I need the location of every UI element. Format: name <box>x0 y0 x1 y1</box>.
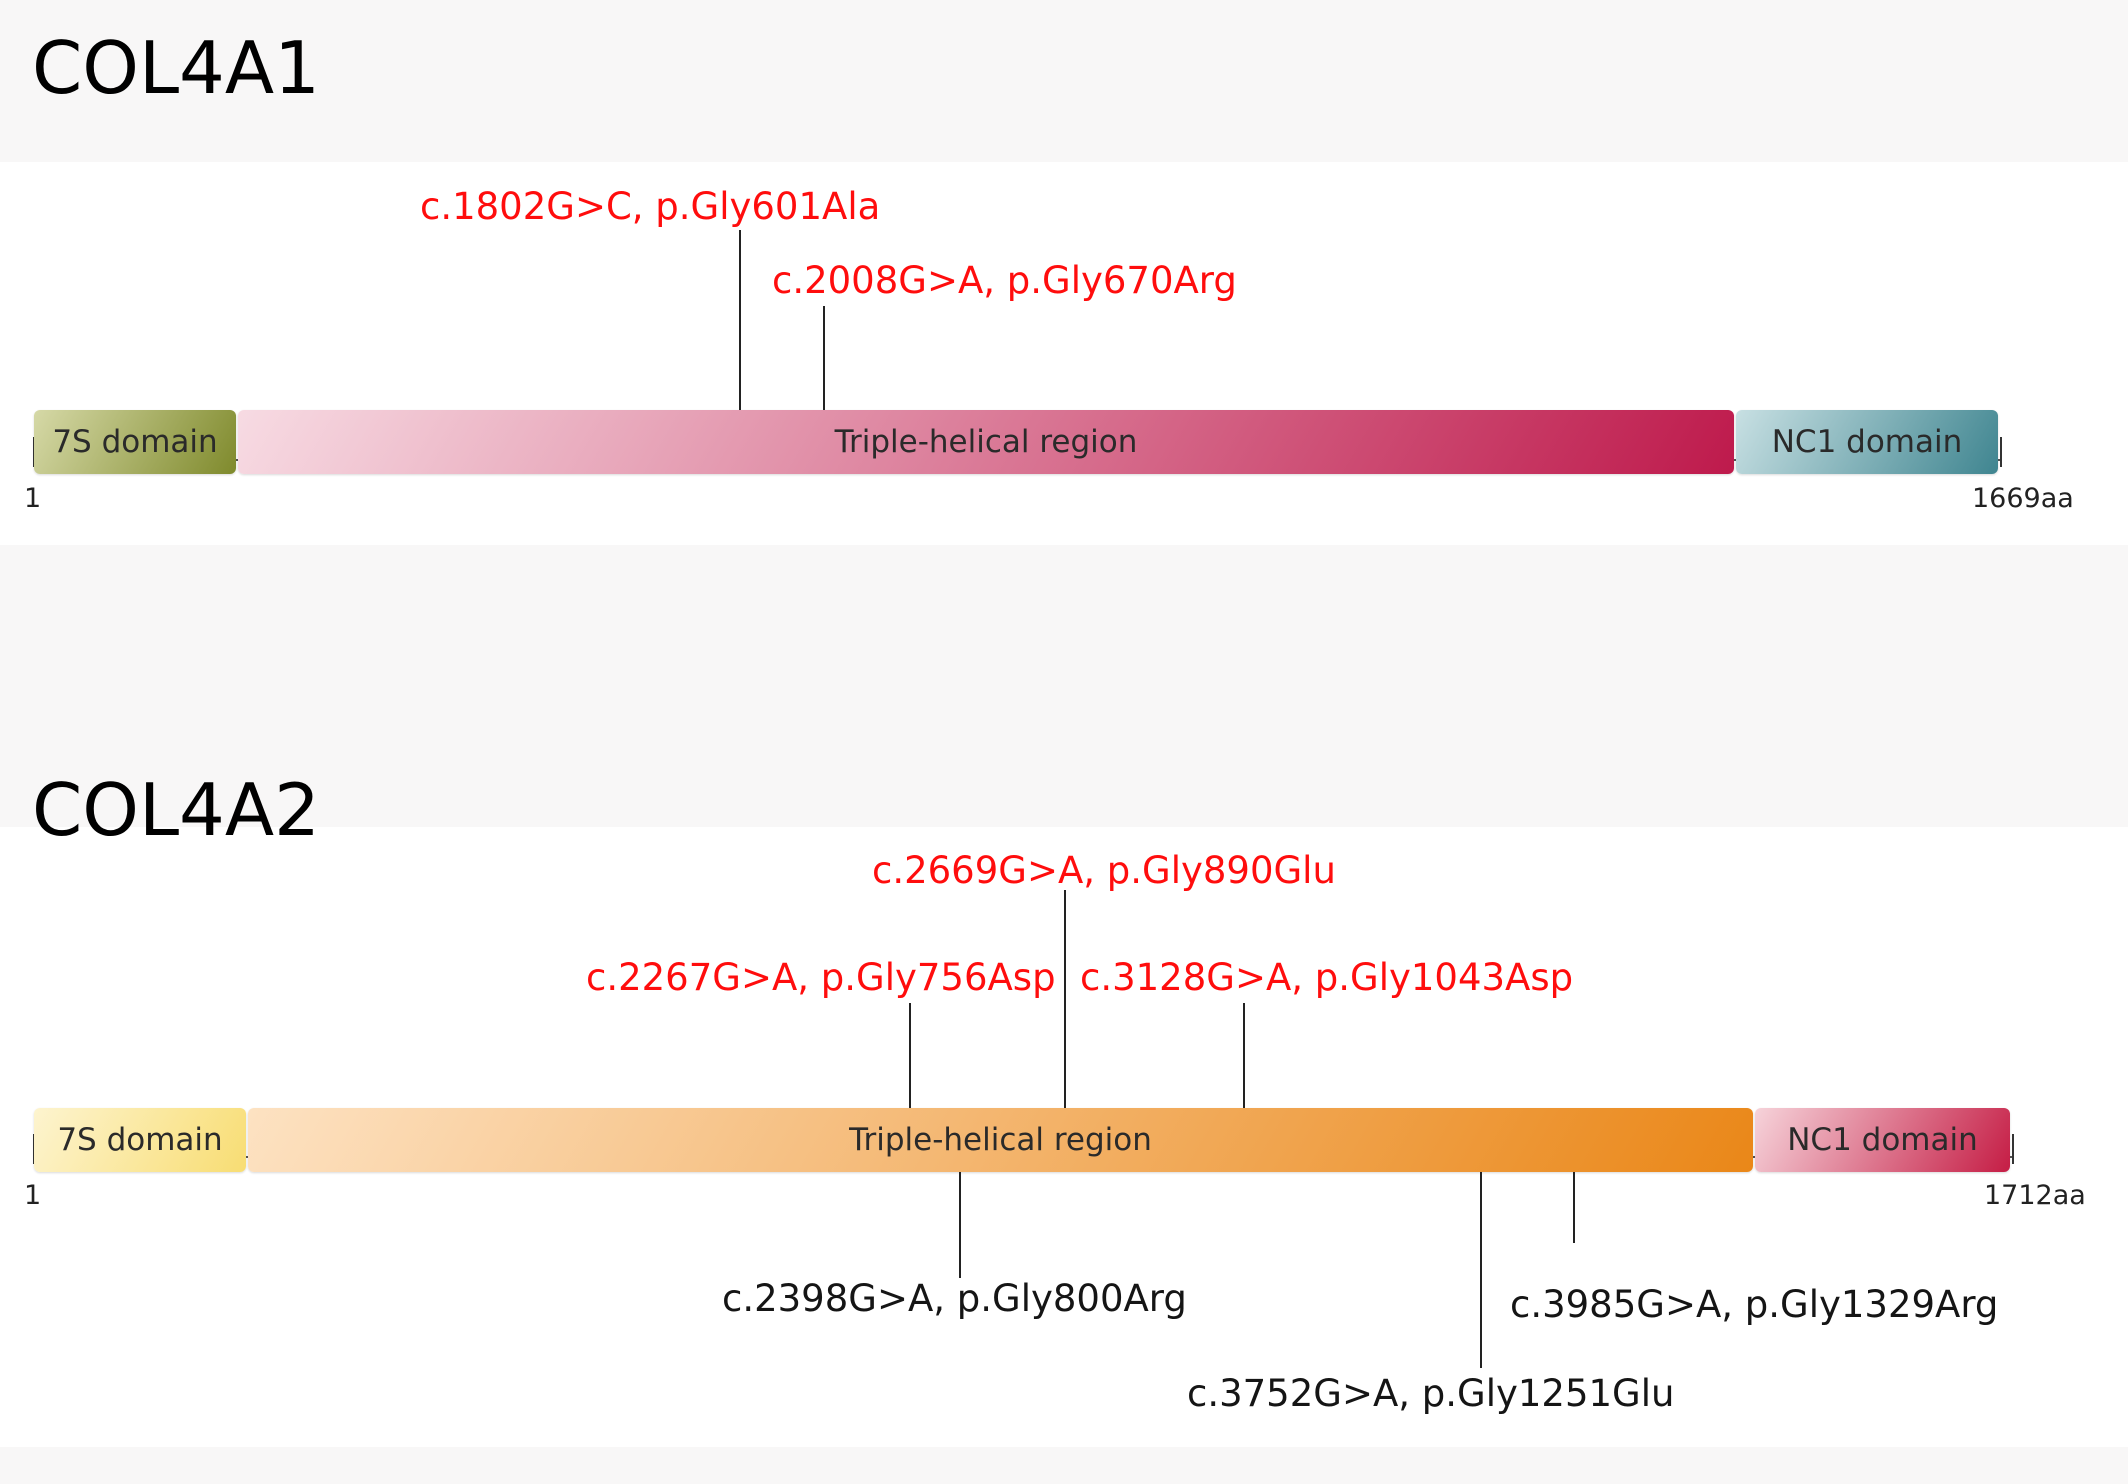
col4a2-mutation-label: c.3985G>A, p.Gly1329Arg <box>1510 1283 1999 1326</box>
col4a2-mutation-label: c.3128G>A, p.Gly1043Asp <box>1080 956 1574 999</box>
col4a2-mutation-stem <box>1480 1172 1482 1368</box>
col4a2-mutation-stem <box>1243 1003 1245 1108</box>
header-band-col4a1 <box>0 0 2128 162</box>
col4a1-domain-7s-domain: 7S domain <box>34 410 236 474</box>
col4a2-mutation-label: c.2267G>A, p.Gly756Asp <box>586 956 1056 999</box>
col4a2-end-label: 1712aa <box>1984 1180 2086 1211</box>
col4a2-mutation-label: c.3752G>A, p.Gly1251Glu <box>1187 1372 1675 1415</box>
col4a1-mutation-stem <box>739 230 741 410</box>
col4a2-domain-7s-domain: 7S domain <box>34 1108 246 1172</box>
col4a2-domain-nc1-domain: NC1 domain <box>1755 1108 2010 1172</box>
col4a1-mutation-label: c.1802G>C, p.Gly601Ala <box>420 185 881 228</box>
col4a2-mutation-stem <box>1064 890 1066 1108</box>
col4a2-end-tick <box>2012 1134 2014 1164</box>
col4a2-domain-triple-helical-region: Triple-helical region <box>248 1108 1753 1172</box>
gene-title-col4a2: COL4A2 <box>32 768 320 852</box>
col4a1-end-label: 1669aa <box>1972 483 2074 514</box>
col4a2-mutation-stem <box>909 1003 911 1108</box>
gene-title-col4a1: COL4A1 <box>32 26 320 110</box>
col4a2-mutation-label: c.2398G>A, p.Gly800Arg <box>722 1277 1187 1320</box>
col4a1-panel <box>0 162 2128 545</box>
col4a1-domain-triple-helical-region: Triple-helical region <box>238 410 1734 474</box>
col4a1-end-tick <box>2000 437 2002 467</box>
col4a2-start-label: 1 <box>24 1180 42 1211</box>
header-band-col4a2 <box>0 545 2128 827</box>
col4a1-mutation-stem <box>823 306 825 410</box>
col4a1-domain-nc1-domain: NC1 domain <box>1736 410 1998 474</box>
col4a1-start-label: 1 <box>24 483 42 514</box>
col4a1-mutation-label: c.2008G>A, p.Gly670Arg <box>772 259 1237 302</box>
col4a2-mutation-stem <box>1573 1172 1575 1243</box>
col4a2-mutation-stem <box>959 1172 961 1278</box>
footer-band <box>0 1447 2128 1484</box>
col4a2-mutation-label: c.2669G>A, p.Gly890Glu <box>872 849 1336 892</box>
